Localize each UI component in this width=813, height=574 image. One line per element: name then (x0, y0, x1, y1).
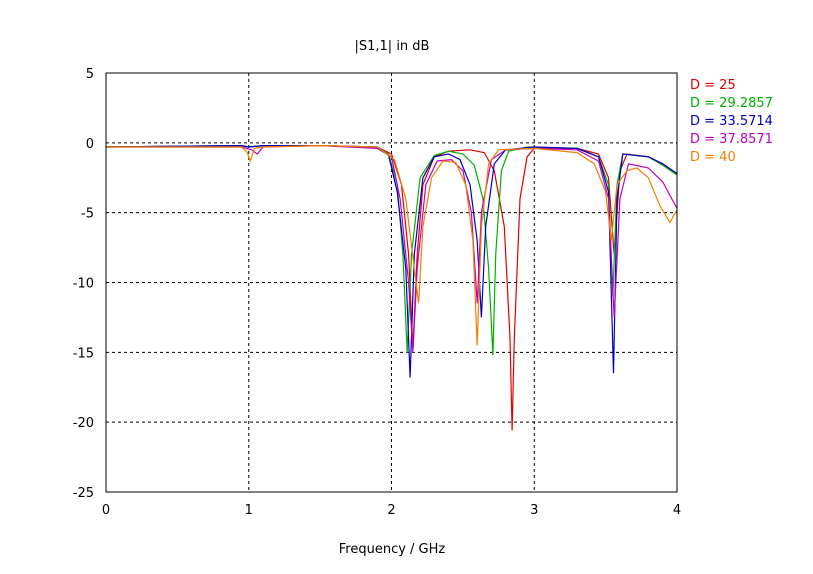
y-tick-label: -5 (81, 207, 94, 222)
y-tick-label: 0 (86, 137, 94, 152)
legend-entry: D = 25 (690, 78, 736, 93)
y-tick-label: -20 (73, 416, 94, 431)
y-tick-label: -15 (73, 346, 94, 361)
x-tick-label: 0 (102, 503, 110, 518)
x-tick-label: 2 (387, 503, 395, 518)
x-tick-label: 1 (245, 503, 253, 518)
legend-entry: D = 40 (690, 150, 736, 165)
y-tick-label: -25 (73, 486, 94, 501)
x-tick-label: 4 (673, 503, 681, 518)
y-tick-label: -10 (73, 277, 94, 292)
x-tick-label: 3 (530, 503, 538, 518)
legend-entry: D = 33.5714 (690, 114, 773, 129)
legend-entry: D = 37.8571 (690, 132, 773, 147)
chart-title: |S1,1| in dB (355, 39, 430, 54)
legend: D = 25 D = 29.2857 D = 33.5714 D = 37.8571 D… (690, 77, 773, 167)
legend-entry: D = 29.2857 (690, 96, 773, 111)
series-line-4 (106, 144, 678, 346)
plot-frame (105, 72, 678, 493)
y-tick-label: 5 (86, 67, 94, 82)
x-axis-label: Frequency / GHz (339, 542, 446, 557)
